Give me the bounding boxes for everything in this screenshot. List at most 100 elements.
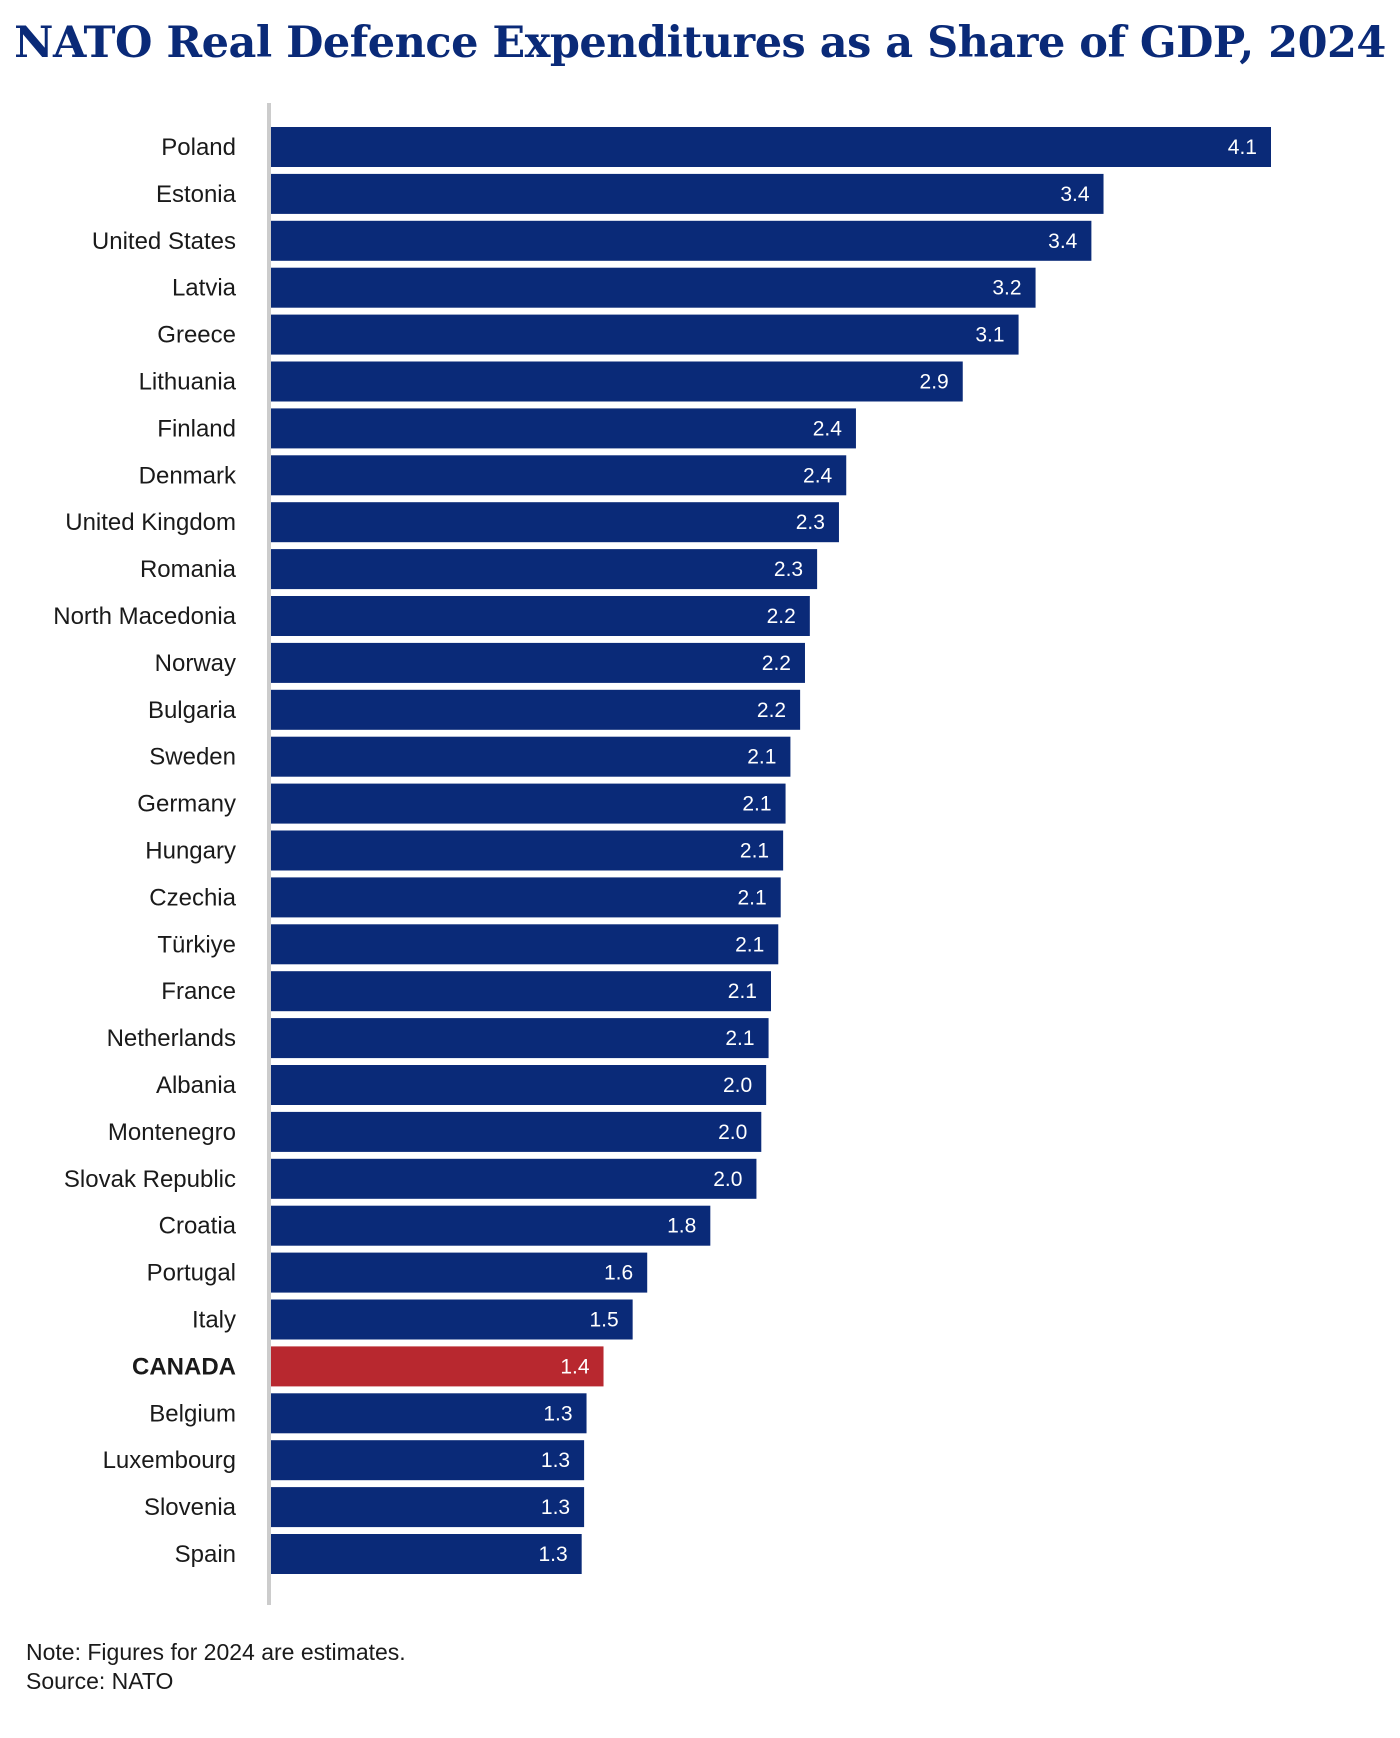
value-label: 1.8: [667, 1215, 696, 1238]
value-label: 2.4: [813, 417, 843, 440]
bar-t-rkiye: [271, 924, 779, 965]
value-label: 3.2: [992, 277, 1021, 300]
bar-denmark: [271, 455, 847, 496]
bar-croatia: [271, 1205, 711, 1246]
category-label: Latvia: [172, 275, 237, 302]
category-label: Hungary: [145, 838, 236, 865]
value-label: 1.3: [541, 1496, 570, 1519]
value-label: 2.3: [796, 511, 825, 534]
value-label: 2.1: [742, 793, 771, 816]
y-axis-line: [267, 103, 271, 1605]
category-label: Slovenia: [144, 1494, 237, 1521]
category-label: Germany: [137, 791, 236, 818]
bar-united-states: [271, 220, 1092, 261]
bar-italy: [271, 1299, 633, 1340]
bar-estonia: [271, 173, 1104, 214]
category-label: Belgium: [149, 1400, 236, 1427]
category-label: Norway: [155, 650, 236, 677]
category-label: Bulgaria: [148, 697, 237, 724]
category-label: Türkiye: [157, 931, 236, 958]
bar-france: [271, 971, 771, 1012]
bar-finland: [271, 408, 856, 449]
bar-united-kingdom: [271, 502, 839, 543]
value-label: 3.4: [1060, 183, 1090, 206]
bar-canada: [271, 1346, 604, 1387]
bar-portugal: [271, 1252, 648, 1293]
category-label: Denmark: [139, 462, 237, 489]
value-label: 2.0: [723, 1074, 752, 1097]
value-label: 1.5: [589, 1309, 618, 1332]
category-label: Montenegro: [108, 1119, 236, 1146]
category-label: Romania: [140, 556, 237, 583]
category-label: Poland: [161, 134, 236, 161]
category-label: United States: [92, 228, 236, 255]
bar-netherlands: [271, 1018, 769, 1059]
category-label: Czechia: [149, 884, 236, 911]
category-label: Croatia: [159, 1213, 237, 1240]
category-label: Estonia: [156, 181, 237, 208]
value-label: 2.1: [725, 1027, 754, 1050]
bar-sweden: [271, 736, 791, 777]
bar-montenegro: [271, 1111, 762, 1152]
bar-poland: [271, 127, 1271, 167]
category-label: Luxembourg: [103, 1447, 236, 1474]
bar-spain: [271, 1534, 582, 1574]
category-label: Albania: [156, 1072, 237, 1099]
value-label: 2.2: [757, 699, 786, 722]
bar-czechia: [271, 877, 781, 918]
value-label: 1.3: [541, 1449, 570, 1472]
bar-albania: [271, 1065, 767, 1105]
value-label: 2.2: [767, 605, 796, 628]
value-label: 2.1: [740, 840, 769, 863]
chart-footer: Note: Figures for 2024 are estimates. So…: [26, 1638, 406, 1696]
value-label: 1.4: [560, 1355, 590, 1378]
bar-chart: Poland 4.1 Estonia 3.4 United States 3.4 Latvi…: [53, 103, 1271, 1605]
bar-slovak-republic: [271, 1158, 757, 1199]
value-label: 2.1: [728, 980, 757, 1003]
value-label: 2.3: [774, 558, 803, 581]
value-label: 2.1: [735, 933, 764, 956]
category-label: Slovak Republic: [64, 1166, 236, 1193]
category-label: Lithuania: [139, 369, 237, 396]
bar-germany: [271, 783, 786, 824]
bar-slovenia: [271, 1487, 585, 1528]
category-label: CANADA: [132, 1353, 236, 1380]
value-label: 2.9: [920, 371, 949, 394]
bar-belgium: [271, 1393, 587, 1434]
chart-title: NATO Real Defence Expenditures as a Shar…: [14, 18, 1386, 68]
value-label: 2.1: [738, 886, 767, 909]
bar-hungary: [271, 830, 784, 871]
category-label: Italy: [192, 1307, 236, 1334]
category-label: Greece: [157, 322, 236, 349]
category-label: United Kingdom: [65, 509, 236, 536]
category-label: North Macedonia: [53, 603, 236, 630]
value-label: 3.4: [1048, 230, 1078, 253]
category-label: Portugal: [147, 1260, 236, 1287]
value-label: 1.3: [543, 1402, 572, 1425]
bar-romania: [271, 549, 818, 590]
bars-layer: Poland 4.1 Estonia 3.4 United States 3.4 Latvi…: [53, 127, 1271, 1574]
footer-note: Note: Figures for 2024 are estimates.: [26, 1639, 406, 1665]
value-label: 1.3: [538, 1543, 567, 1566]
category-label: Netherlands: [107, 1025, 236, 1052]
footer-source: Source: NATO: [26, 1668, 174, 1694]
bar-norway: [271, 642, 805, 683]
bar-luxembourg: [271, 1440, 585, 1481]
value-label: 4.1: [1228, 136, 1257, 159]
bar-lithuania: [271, 361, 963, 402]
value-label: 2.2: [762, 652, 791, 675]
category-label: Finland: [157, 415, 236, 442]
bar-latvia: [271, 267, 1036, 308]
bar-bulgaria: [271, 689, 801, 730]
bar-greece: [271, 314, 1019, 355]
value-label: 2.0: [718, 1121, 747, 1144]
value-label: 2.0: [713, 1168, 742, 1191]
value-label: 2.4: [803, 464, 833, 487]
category-label: Spain: [175, 1541, 236, 1568]
category-label: Sweden: [149, 744, 236, 771]
value-label: 3.1: [975, 324, 1004, 347]
category-label: France: [161, 978, 236, 1005]
value-label: 2.1: [747, 746, 776, 769]
value-label: 1.6: [604, 1262, 633, 1285]
bar-north-macedonia: [271, 596, 810, 636]
